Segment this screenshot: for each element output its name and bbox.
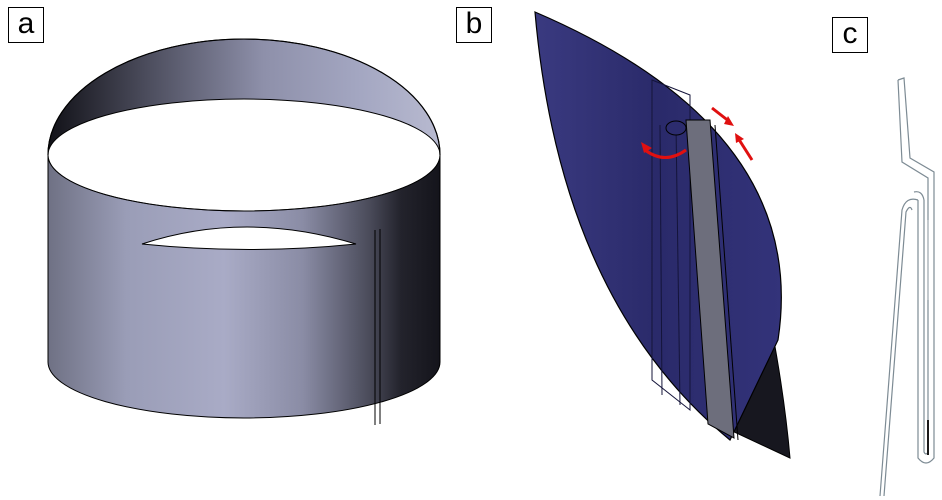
leaf-rod bbox=[685, 119, 735, 439]
cylinder-figure bbox=[47, 38, 441, 425]
profile-inner-line bbox=[897, 79, 929, 455]
folded-profile-figure bbox=[879, 77, 935, 497]
panel-label-a: a bbox=[8, 7, 44, 43]
profile-outer-line bbox=[897, 77, 935, 464]
edge-arrows-icon bbox=[711, 106, 754, 161]
leaf-rod-top bbox=[665, 120, 687, 136]
cylinder-outer-wall bbox=[47, 154, 441, 419]
cylinder-bottom-opening bbox=[141, 226, 357, 250]
rotation-arrow-icon bbox=[641, 142, 687, 159]
leaf-slot-outline bbox=[651, 79, 691, 412]
leaf-figure bbox=[534, 11, 791, 459]
panel-label-b: b bbox=[456, 7, 492, 43]
profile-left-leg bbox=[879, 198, 919, 497]
cylinder-inner-wall bbox=[47, 38, 441, 156]
panel-label-c: c bbox=[832, 17, 868, 53]
leaf-surface bbox=[534, 11, 782, 441]
